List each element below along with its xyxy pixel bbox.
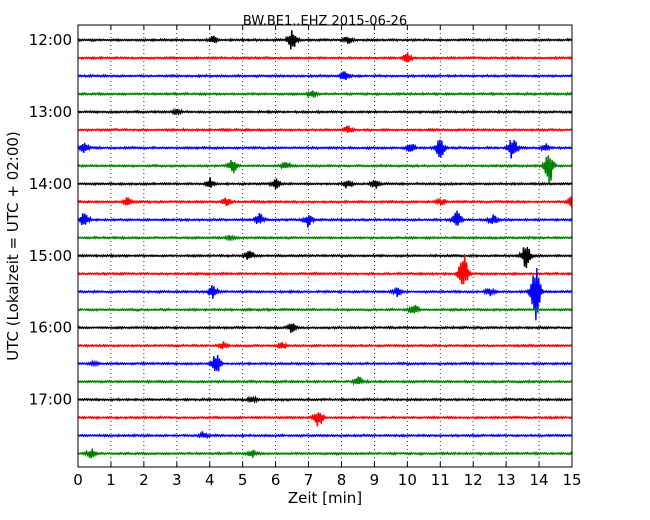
y-axis-label: UTC (Lokalzeit = UTC + 02:00): [4, 131, 22, 361]
grid-lines: [110, 25, 540, 467]
trace-line: [77, 90, 573, 99]
trace-line: [77, 125, 573, 134]
trace-line: [77, 376, 573, 386]
trace-line: [77, 304, 573, 314]
trace-line: [77, 196, 573, 209]
y-tick-label: 13:00: [29, 103, 72, 121]
trace-line: [77, 139, 573, 159]
x-tick-label: 6: [271, 471, 281, 489]
x-tick-label: 3: [172, 471, 182, 489]
trace-line: [77, 254, 573, 285]
y-tick-label: 12:00: [29, 31, 72, 49]
trace-line: [77, 355, 573, 372]
trace-line: [77, 155, 573, 185]
chart-title: BW.BE1..EHZ 2015-06-26: [243, 14, 407, 29]
trace-line: [77, 323, 573, 333]
x-tick-label: 0: [73, 471, 83, 489]
trace-line: [77, 30, 573, 50]
trace-line: [77, 177, 573, 190]
x-tick-label: 10: [398, 471, 417, 489]
x-tick-label: 5: [238, 471, 248, 489]
trace-line: [77, 341, 573, 350]
x-tick-label: 2: [139, 471, 149, 489]
trace-line: [77, 395, 573, 405]
trace-line: [77, 246, 573, 268]
y-tick-label: 16:00: [29, 319, 72, 337]
trace-line: [77, 412, 573, 427]
y-tick-label: 17:00: [29, 391, 72, 409]
x-tick-label: 14: [530, 471, 549, 489]
trace-line: [77, 267, 573, 321]
trace-line: [77, 431, 573, 440]
x-tick-label: 9: [370, 471, 380, 489]
x-tick-label: 7: [304, 471, 314, 489]
x-axis-label: Zeit [min]: [288, 489, 362, 507]
trace-layer: [77, 30, 573, 459]
trace-line: [77, 234, 573, 242]
x-tick-label: 13: [497, 471, 516, 489]
x-tick-label: 11: [431, 471, 450, 489]
x-tick-label: 15: [562, 471, 581, 489]
plot-area: [77, 24, 573, 468]
trace-line: [77, 107, 573, 117]
x-tick-label: 4: [205, 471, 215, 489]
trace-line: [77, 448, 573, 459]
x-tick-label: 12: [464, 471, 483, 489]
axis-ticks: 0 1 2 3 4 5 6 7 8 9 10 11 12 13 14 1512:0013:0014:0015:…: [29, 25, 582, 489]
y-tick-label: 15:00: [29, 247, 72, 265]
trace-line: [77, 71, 573, 81]
trace-line: [77, 52, 573, 63]
y-tick-label: 14:00: [29, 175, 72, 193]
trace-line: [77, 210, 573, 228]
x-tick-label: 8: [337, 471, 347, 489]
x-tick-label: 1: [106, 471, 116, 489]
